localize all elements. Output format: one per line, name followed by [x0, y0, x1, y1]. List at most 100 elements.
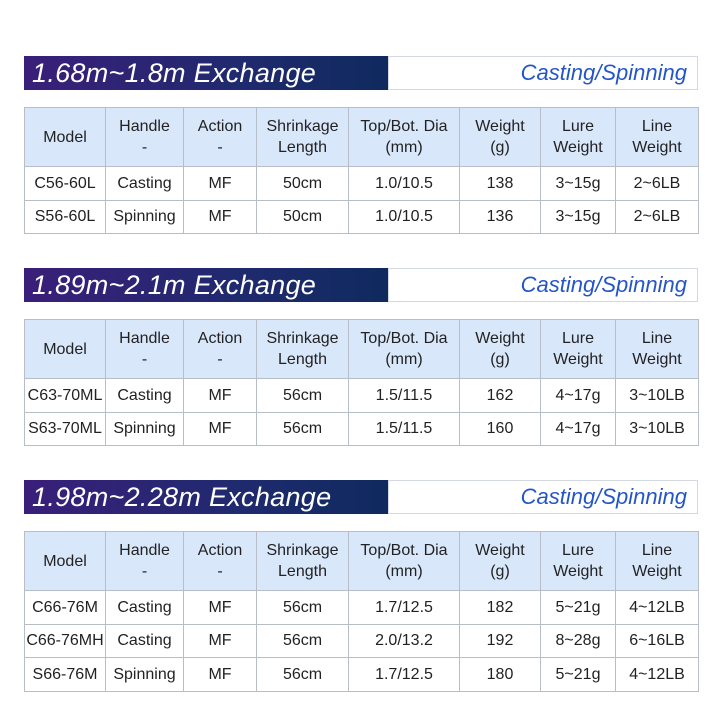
- table-cell: 4~17g: [540, 411, 616, 446]
- header-cell: Handle -: [105, 531, 184, 591]
- table-cell: Spinning: [105, 411, 184, 446]
- header-text: Length: [278, 351, 327, 368]
- header-text: Lure: [561, 330, 595, 347]
- table-cell: 8~28g: [540, 623, 616, 658]
- header-cell: Weight (g): [459, 531, 541, 591]
- table-cell: 182: [459, 590, 541, 625]
- header-cell: Line Weight: [615, 319, 699, 379]
- table-cell: S66-76M: [24, 657, 106, 692]
- table-cell: MF: [183, 411, 257, 446]
- header-cell: Action -: [183, 107, 257, 167]
- header-text: Action: [197, 542, 243, 559]
- table-cell: 1.5/11.5: [348, 411, 460, 446]
- table-cell: 56cm: [256, 590, 349, 625]
- table-cell: Casting: [105, 590, 184, 625]
- table-cell: MF: [183, 623, 257, 658]
- section-subtitle: Casting/Spinning: [388, 268, 698, 302]
- header-cell: Lure Weight: [540, 319, 616, 379]
- header-text: Weight: [632, 563, 682, 580]
- header-text: Length: [278, 139, 327, 156]
- header-text: Weight: [553, 139, 603, 156]
- table-cell: 1.0/10.5: [348, 166, 460, 201]
- header-cell: Model: [24, 107, 106, 167]
- table-cell: S56-60L: [24, 199, 106, 234]
- header-cell: Action -: [183, 319, 257, 379]
- header-text: Shrinkage: [266, 542, 339, 559]
- header-text: (g): [490, 351, 510, 368]
- header-text: Weight: [553, 351, 603, 368]
- table-cell: 1.7/12.5: [348, 657, 460, 692]
- header-text: Length: [278, 563, 327, 580]
- header-cell: Weight (g): [459, 107, 541, 167]
- header-text: Weight: [475, 542, 525, 559]
- header-cell: Line Weight: [615, 531, 699, 591]
- table-cell: 3~15g: [540, 166, 616, 201]
- table-cell: 56cm: [256, 378, 349, 413]
- table-cell: C66-76MH: [24, 623, 106, 658]
- header-text: Line: [641, 118, 673, 135]
- table-cell: 50cm: [256, 199, 349, 234]
- table-cell: 136: [459, 199, 541, 234]
- table-cell: 1.5/11.5: [348, 378, 460, 413]
- table-cell: 138: [459, 166, 541, 201]
- header-cell: Model: [24, 319, 106, 379]
- header-text: Shrinkage: [266, 118, 339, 135]
- table-cell: 180: [459, 657, 541, 692]
- table-cell: 56cm: [256, 657, 349, 692]
- table-cell: 5~21g: [540, 590, 616, 625]
- header-cell: Model: [24, 531, 106, 591]
- table-cell: MF: [183, 166, 257, 201]
- header-cell: Lure Weight: [540, 531, 616, 591]
- table-cell: Casting: [105, 378, 184, 413]
- table-cell: Casting: [105, 166, 184, 201]
- table-cell: 50cm: [256, 166, 349, 201]
- table-cell: 5~21g: [540, 657, 616, 692]
- table-cell: 1.0/10.5: [348, 199, 460, 234]
- header-text: Top/Bot. Dia: [360, 118, 448, 135]
- table-cell: 4~12LB: [615, 590, 699, 625]
- table-cell: 3~10LB: [615, 411, 699, 446]
- table-cell: Spinning: [105, 199, 184, 234]
- header-text: Model: [43, 340, 87, 358]
- table-cell: 6~16LB: [615, 623, 699, 658]
- table-cell: 4~12LB: [615, 657, 699, 692]
- header-text: -: [141, 563, 148, 580]
- header-cell: Top/Bot. Dia (mm): [348, 319, 460, 379]
- section-subtitle: Casting/Spinning: [388, 56, 698, 90]
- header-text: Weight: [632, 139, 682, 156]
- header-text: Weight: [475, 330, 525, 347]
- header-text: Lure: [561, 542, 595, 559]
- header-text: Action: [197, 118, 243, 135]
- table-cell: 160: [459, 411, 541, 446]
- header-text: Lure: [561, 118, 595, 135]
- header-text: -: [217, 563, 223, 580]
- header-text: -: [217, 139, 223, 156]
- header-cell: Shrinkage Length: [256, 531, 349, 591]
- table-cell: MF: [183, 590, 257, 625]
- table-cell: MF: [183, 378, 257, 413]
- table-cell: 1.7/12.5: [348, 590, 460, 625]
- table-cell: Casting: [105, 623, 184, 658]
- section-title: 1.89m~2.1m Exchange: [24, 268, 388, 302]
- header-text: -: [141, 351, 148, 368]
- section-title: 1.68m~1.8m Exchange: [24, 56, 388, 90]
- table-cell: C63-70ML: [24, 378, 106, 413]
- table-cell: 3~15g: [540, 199, 616, 234]
- table-cell: 2.0/13.2: [348, 623, 460, 658]
- table-cell: 2~6LB: [615, 166, 699, 201]
- header-cell: Handle -: [105, 319, 184, 379]
- table-cell: 3~10LB: [615, 378, 699, 413]
- table-cell: C66-76M: [24, 590, 106, 625]
- header-text: (g): [490, 139, 510, 156]
- header-text: Weight: [475, 118, 525, 135]
- header-text: Top/Bot. Dia: [360, 542, 448, 559]
- header-text: Handle: [119, 542, 170, 559]
- table-cell: 56cm: [256, 411, 349, 446]
- header-cell: Shrinkage Length: [256, 107, 349, 167]
- header-cell: Handle -: [105, 107, 184, 167]
- header-text: Action: [197, 330, 243, 347]
- table-cell: 192: [459, 623, 541, 658]
- header-text: -: [217, 351, 223, 368]
- header-text: Model: [43, 552, 87, 570]
- header-text: (mm): [385, 351, 423, 368]
